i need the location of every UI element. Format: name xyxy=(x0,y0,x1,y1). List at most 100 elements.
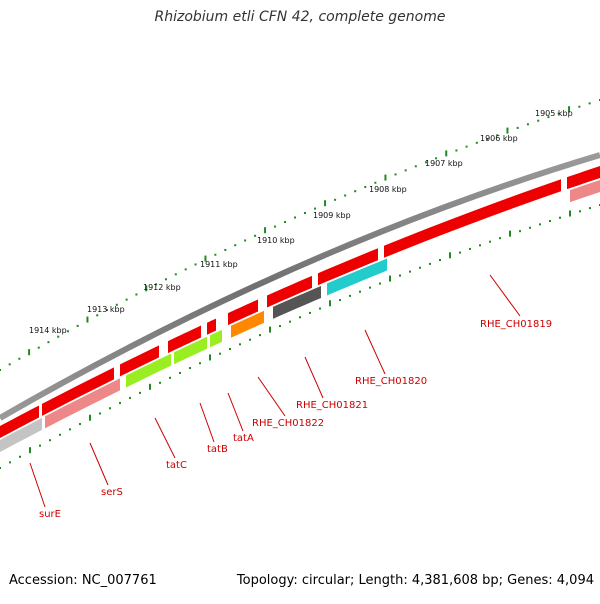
minor-tick xyxy=(47,341,50,344)
inner-minor-tick xyxy=(529,226,531,229)
inner-minor-tick xyxy=(289,320,291,323)
gene-arrow[interactable] xyxy=(42,367,114,416)
gene-arrow-sers[interactable] xyxy=(45,378,120,429)
gene-label-leader xyxy=(257,376,286,417)
inner-major-tick xyxy=(209,354,211,361)
inner-minor-tick xyxy=(159,381,161,384)
major-tick xyxy=(506,127,509,134)
inner-minor-tick xyxy=(549,220,551,223)
outer-scale-track: 1905 kbp 1906 kbp 1907 kbp 1908 kbp 1909 kbp… xyxy=(0,99,600,371)
gene-label-leader xyxy=(199,402,215,443)
inner-minor-tick xyxy=(109,407,111,410)
kbp-tick-label: 1913 kbp xyxy=(87,305,125,314)
minor-tick xyxy=(578,105,581,108)
major-tick xyxy=(324,200,327,207)
gene-label[interactable]: tatA xyxy=(233,433,254,444)
minor-tick xyxy=(486,138,489,141)
minor-tick xyxy=(334,198,337,201)
gene-label[interactable]: RHE_CH01821 xyxy=(296,400,368,411)
inner-minor-tick xyxy=(429,262,431,265)
gene-arrow[interactable] xyxy=(207,318,216,335)
gene-arrow[interactable] xyxy=(228,299,258,326)
gene-arrow-rhe-ch01821[interactable] xyxy=(273,285,321,319)
gene-label-leader xyxy=(364,329,386,375)
minor-tick xyxy=(496,134,499,137)
minor-tick xyxy=(224,248,227,251)
gene-arrow[interactable] xyxy=(567,166,600,190)
inner-major-tick xyxy=(149,383,151,390)
inner-minor-tick xyxy=(519,230,521,233)
inner-minor-tick xyxy=(259,334,261,337)
minor-tick xyxy=(115,303,118,306)
gene-arrow-sure[interactable] xyxy=(0,417,42,452)
gene-label-leaders: RHE_CH01819 RHE_CH01820 RHE_CH01821 RHE_CH0… xyxy=(29,274,552,520)
gene-label[interactable]: tatB xyxy=(207,444,228,455)
major-tick xyxy=(86,316,89,323)
gene-arrow[interactable] xyxy=(0,405,39,438)
genome-backbone xyxy=(0,152,600,421)
gene-label[interactable]: surE xyxy=(39,509,61,520)
kbp-tick-label: 1905 kbp xyxy=(535,109,573,118)
gene-arrow-tatb[interactable] xyxy=(174,336,207,365)
inner-minor-tick xyxy=(0,467,1,469)
inner-minor-tick xyxy=(479,244,481,247)
gene-label[interactable]: RHE_CH01822 xyxy=(252,418,324,429)
minor-tick xyxy=(184,268,187,271)
inner-minor-tick xyxy=(409,270,411,273)
major-tick xyxy=(145,285,148,292)
gene-arrow-tatc[interactable] xyxy=(126,353,171,388)
major-tick xyxy=(204,255,207,262)
inner-minor-tick xyxy=(99,412,101,415)
inner-major-tick xyxy=(389,275,391,282)
minor-tick xyxy=(344,194,347,197)
inner-minor-tick xyxy=(299,316,301,319)
inner-minor-tick xyxy=(79,423,81,426)
inner-scale-track xyxy=(0,204,600,469)
inner-minor-tick xyxy=(169,376,171,379)
inner-minor-tick xyxy=(539,223,541,226)
minor-tick xyxy=(76,324,79,327)
gene-arrow[interactable] xyxy=(120,345,159,377)
minor-tick xyxy=(516,126,519,129)
inner-minor-tick xyxy=(499,237,501,240)
genome-summary-text: Topology: circular; Length: 4,381,608 bp… xyxy=(236,573,594,588)
inner-minor-tick xyxy=(399,274,401,277)
gene-label-leader xyxy=(489,274,521,317)
kbp-tick-label: 1911 kbp xyxy=(200,260,238,269)
inner-minor-tick xyxy=(229,347,231,350)
inner-minor-tick xyxy=(459,251,461,254)
gene-arrow[interactable] xyxy=(168,325,201,354)
minor-tick xyxy=(304,212,307,215)
gene-label[interactable]: tatC xyxy=(166,460,187,471)
minor-tick xyxy=(526,123,529,126)
gene-label[interactable]: serS xyxy=(101,487,123,498)
gene-arrow[interactable] xyxy=(570,180,600,203)
gene-label[interactable]: RHE_CH01820 xyxy=(355,376,427,387)
inner-minor-tick xyxy=(579,210,581,213)
inner-minor-tick xyxy=(469,247,471,250)
minor-tick xyxy=(57,335,60,338)
minor-tick xyxy=(404,169,407,172)
minor-tick xyxy=(374,181,377,184)
gene-arrow-tata[interactable] xyxy=(210,329,222,348)
kbp-tick-label: 1912 kbp xyxy=(143,283,181,292)
inner-minor-tick xyxy=(9,461,11,464)
gene-arrow-rhe-ch01819[interactable] xyxy=(384,179,561,258)
gene-arrow-rhe-ch01822[interactable] xyxy=(231,310,264,338)
minor-tick xyxy=(465,145,468,148)
gene-arrow-rhe-ch01820[interactable] xyxy=(327,258,387,296)
gene-label-leader xyxy=(29,462,46,508)
inner-major-tick xyxy=(509,230,511,237)
inner-major-tick xyxy=(449,252,451,259)
minor-tick xyxy=(274,225,277,228)
minor-tick xyxy=(8,363,11,366)
inner-minor-tick xyxy=(139,391,141,394)
gene-arrow[interactable] xyxy=(318,248,378,286)
gene-arrow[interactable] xyxy=(267,275,312,308)
gene-label[interactable]: RHE_CH01819 xyxy=(480,319,552,330)
inner-minor-tick xyxy=(349,294,351,297)
minor-tick xyxy=(475,141,478,144)
inner-minor-tick xyxy=(439,259,441,262)
